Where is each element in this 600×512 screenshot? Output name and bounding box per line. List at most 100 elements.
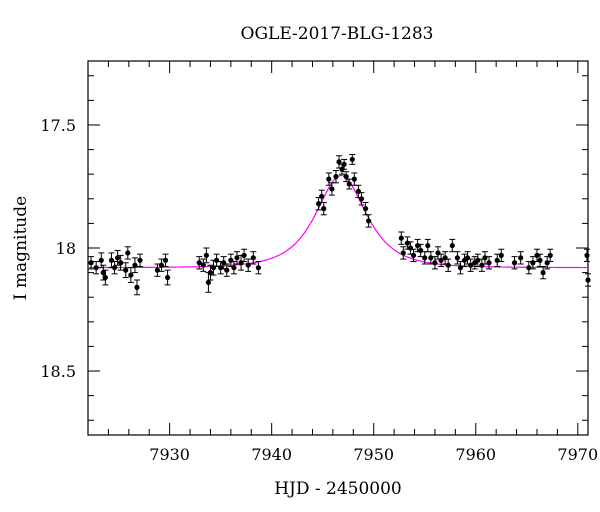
x-tick-label: 7960	[455, 445, 496, 464]
data-marker	[432, 260, 438, 266]
axis-ticks-layer: 7930 7940 7950 7960 7970 17.5 18 18.5	[40, 61, 598, 464]
data-point	[255, 261, 262, 275]
data-marker	[445, 262, 451, 268]
data-marker	[346, 181, 352, 187]
data-point	[93, 261, 100, 275]
data-point	[164, 269, 171, 286]
data-point	[400, 246, 407, 260]
data-marker	[428, 255, 434, 261]
data-marker	[404, 240, 410, 246]
data-marker	[250, 255, 256, 261]
data-marker	[362, 206, 369, 212]
data-marker	[494, 257, 500, 263]
data-marker	[425, 242, 431, 249]
data-point	[158, 258, 165, 272]
x-tick-label: 7940	[251, 445, 292, 464]
plot-area: 7930 7940 7950 7960 7970 17.5 18 18.5	[40, 60, 598, 464]
data-marker	[123, 267, 129, 273]
chart-title: OGLE-2017-BLG-1283	[241, 24, 434, 44]
data-marker	[255, 265, 262, 271]
data-point	[355, 184, 362, 199]
data-marker	[98, 257, 104, 263]
data-marker	[200, 262, 206, 268]
data-marker	[414, 242, 421, 249]
data-marker	[221, 260, 227, 266]
data-marker	[498, 252, 504, 258]
data-point	[111, 261, 118, 275]
data-marker	[108, 257, 115, 263]
data-point	[162, 253, 169, 267]
data-marker	[125, 250, 131, 256]
x-axis-label: HJD - 2450000	[274, 479, 402, 499]
data-point	[336, 155, 343, 169]
data-marker	[540, 270, 546, 276]
data-marker	[196, 260, 202, 266]
data-marker	[435, 250, 441, 256]
data-marker	[422, 255, 428, 261]
data-point	[365, 214, 372, 228]
data-marker	[88, 260, 94, 266]
data-marker	[410, 252, 417, 258]
data-point	[498, 248, 505, 263]
data-marker	[205, 279, 212, 286]
data-marker	[398, 235, 404, 241]
data-point	[445, 258, 452, 272]
data-point	[349, 154, 356, 165]
data-marker	[457, 265, 464, 271]
data-marker	[418, 247, 424, 254]
data-marker	[537, 257, 543, 263]
data-marker	[526, 265, 532, 271]
data-point	[410, 248, 417, 263]
data-point	[117, 254, 124, 271]
data-point	[449, 238, 456, 253]
data-marker	[468, 262, 474, 268]
data-marker	[584, 252, 590, 258]
data-point	[328, 182, 335, 196]
data-marker	[218, 265, 224, 271]
data-marker	[407, 245, 414, 251]
plot-frame	[87, 60, 589, 436]
data-marker	[333, 174, 339, 180]
data-marker	[351, 176, 357, 182]
data-marker	[454, 255, 460, 261]
data-point	[124, 246, 131, 260]
data-marker	[326, 176, 332, 182]
y-tick-label: 18	[56, 239, 76, 258]
data-marker	[245, 262, 251, 268]
data-marker	[207, 270, 214, 276]
data-point	[154, 263, 161, 277]
x-tick-label: 7950	[353, 445, 394, 464]
data-marker	[93, 265, 99, 271]
data-point	[196, 256, 203, 270]
data-point	[200, 258, 207, 272]
data-point	[442, 251, 449, 265]
data-marker	[475, 257, 481, 263]
data-marker	[134, 284, 140, 290]
data-point	[137, 253, 144, 267]
data-point	[362, 201, 369, 216]
data-point	[547, 248, 554, 263]
data-marker	[547, 252, 553, 258]
data-marker	[210, 265, 217, 271]
data-point	[461, 253, 468, 267]
data-marker	[486, 260, 492, 266]
data-point	[230, 261, 237, 275]
data-point	[424, 238, 431, 253]
data-point	[431, 256, 438, 270]
data-point	[133, 279, 140, 296]
data-marker	[442, 255, 448, 261]
data-marker	[164, 274, 171, 281]
data-point	[127, 267, 134, 283]
data-point	[131, 257, 138, 274]
x-tick-label: 7930	[149, 445, 190, 464]
data-point	[435, 246, 441, 260]
data-marker	[118, 260, 124, 266]
x-tick-label: 7970	[557, 445, 598, 464]
data-point	[511, 256, 518, 270]
data-point	[341, 158, 348, 170]
data-point	[486, 256, 493, 270]
data-marker	[319, 193, 325, 199]
data-marker	[224, 267, 230, 273]
data-marker	[464, 255, 471, 261]
